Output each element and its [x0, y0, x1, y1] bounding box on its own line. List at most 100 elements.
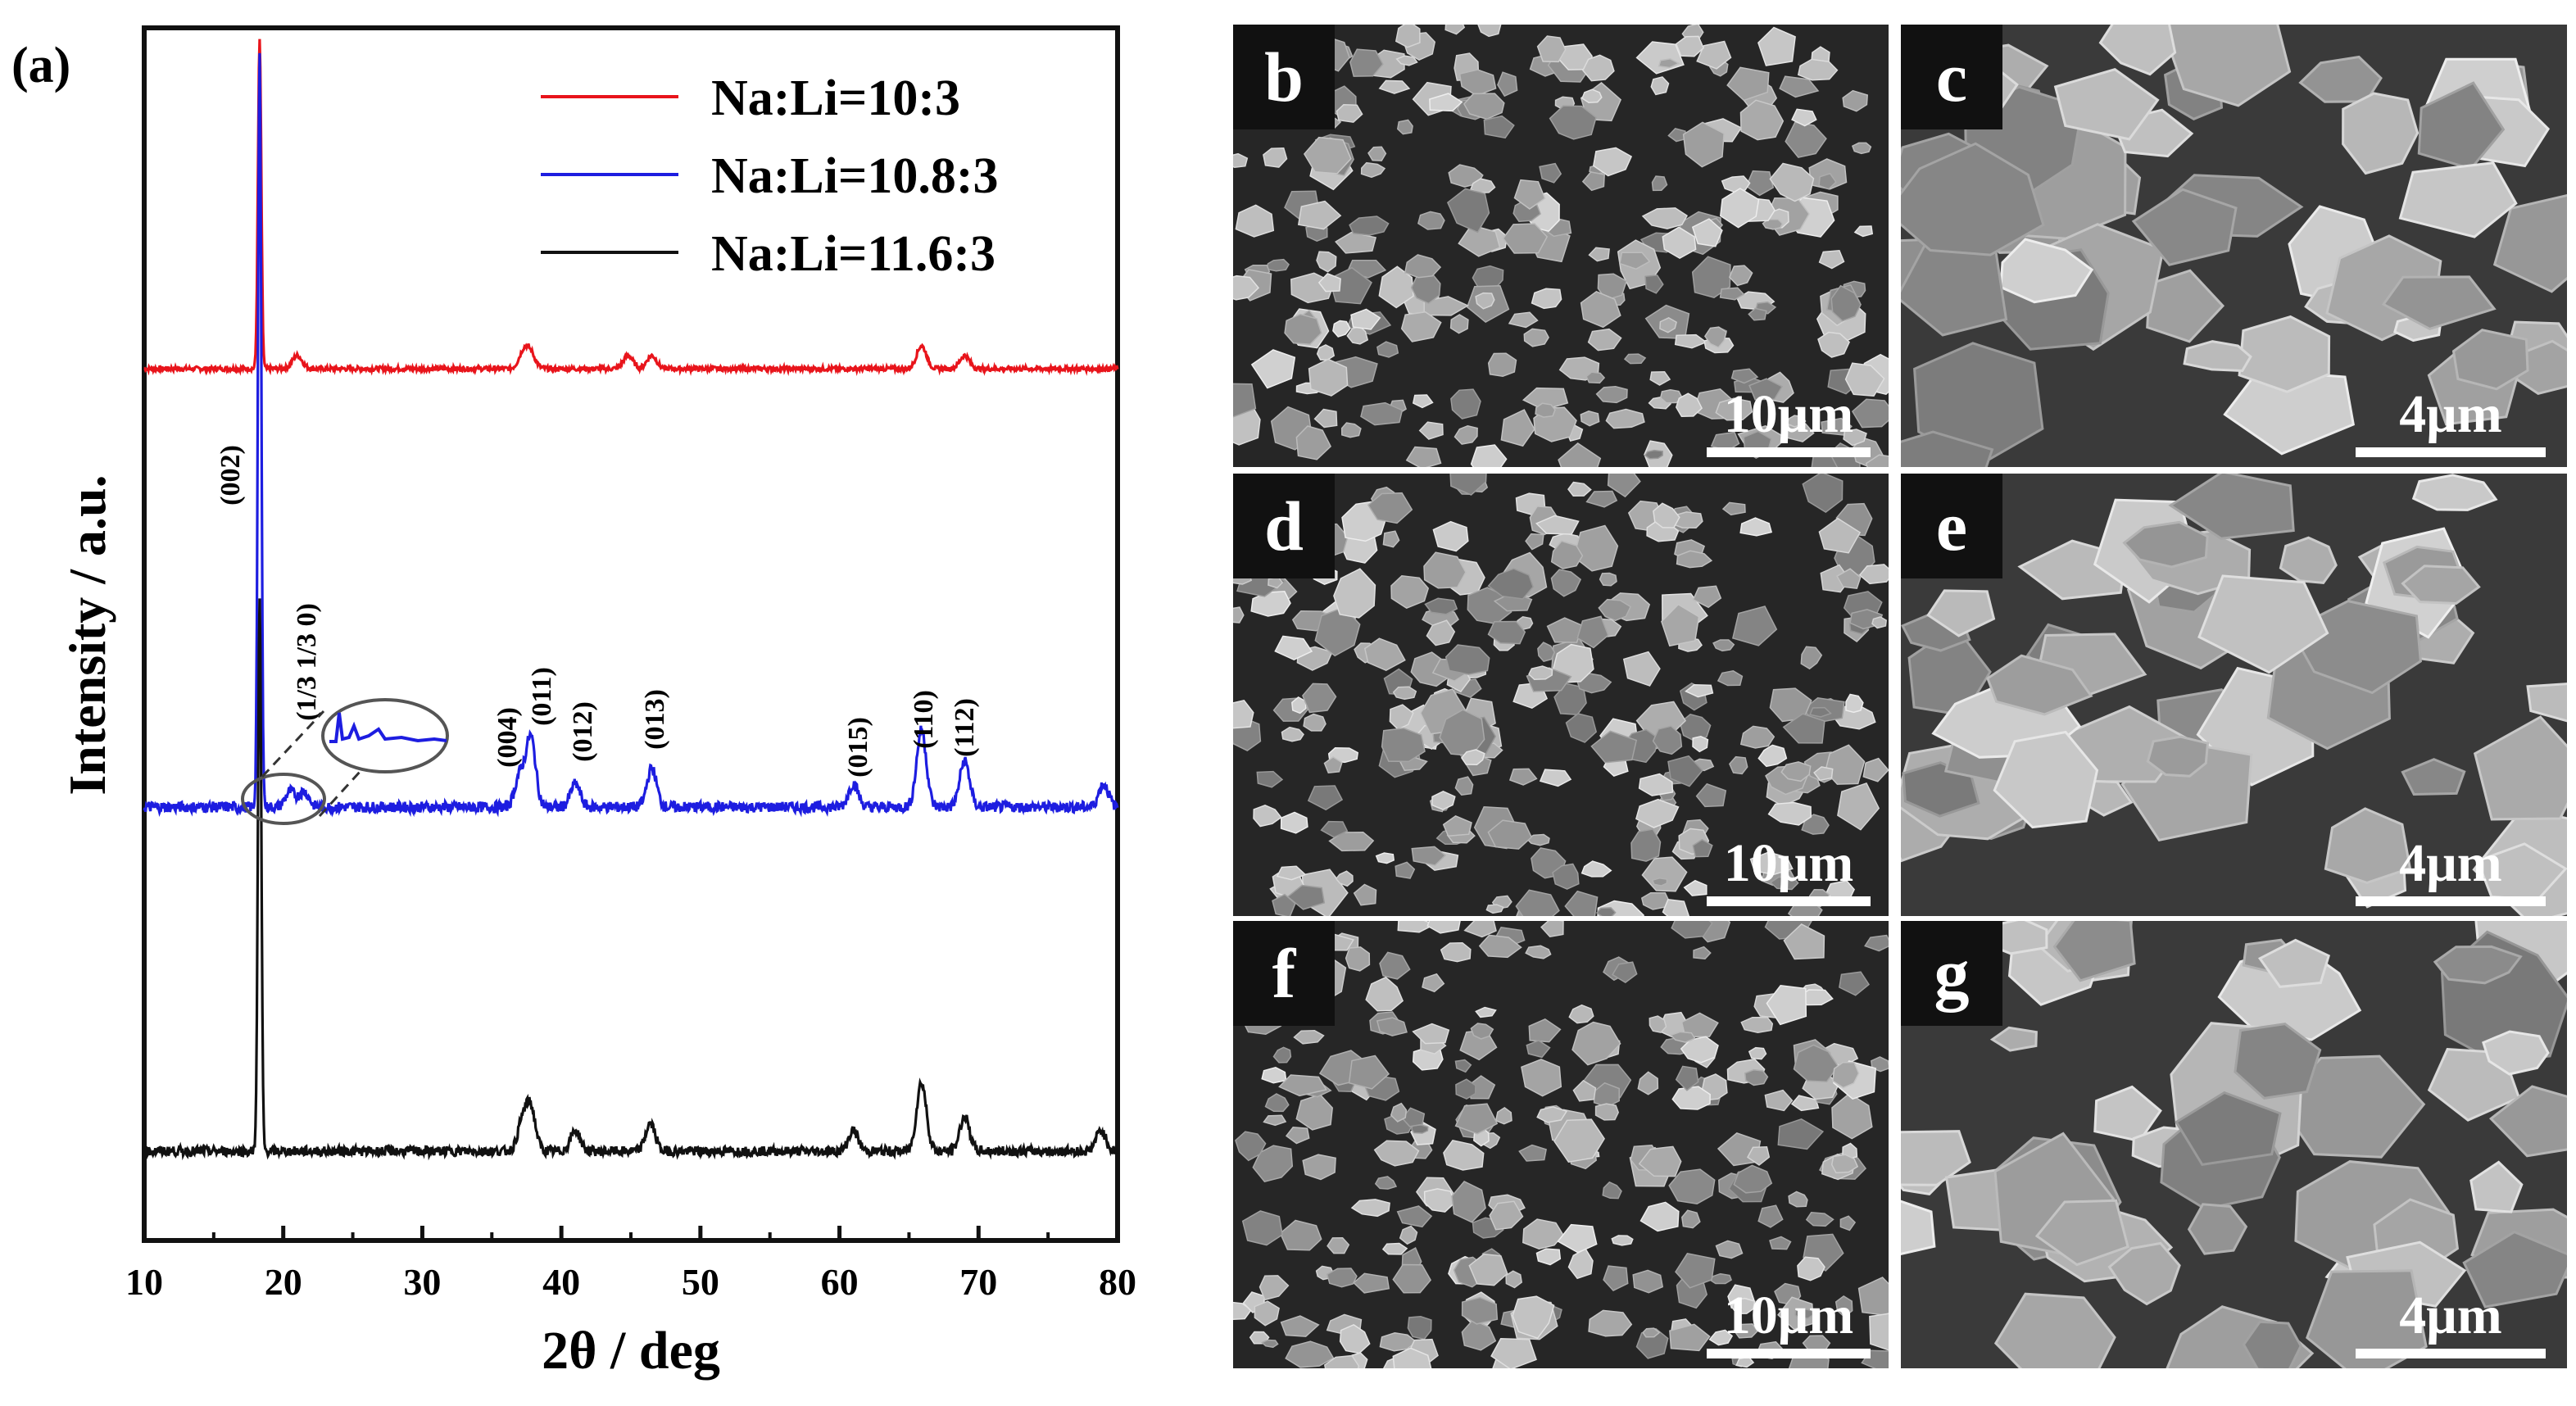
- sem-particle: [2417, 81, 2506, 170]
- sem-particle: [2234, 1023, 2322, 1100]
- sem-particle: [1440, 942, 1472, 963]
- sem-particle: [1463, 93, 1505, 120]
- sem-particle: [1644, 274, 1664, 294]
- sem-particle: [1748, 1046, 1767, 1060]
- sem-particle: [1323, 1354, 1360, 1368]
- sem-particle: [1446, 188, 1490, 234]
- sem-particle: [1585, 371, 1606, 384]
- sem-particle: [1667, 755, 1703, 787]
- sem-particle: [1659, 389, 1683, 404]
- sem-particle: [1450, 388, 1481, 420]
- sem-particle: [1769, 876, 1799, 891]
- sem-particle: [2034, 1199, 2129, 1267]
- sem-particle: [1717, 670, 1744, 687]
- sem-particle: [1353, 1272, 1390, 1294]
- sem-particle: [1470, 444, 1508, 467]
- sem-particle: [1612, 961, 1638, 984]
- panel-label-d: d: [1233, 474, 1335, 578]
- sem-particle: [1263, 1114, 1287, 1127]
- peak-annotations: (002) (1/3 1/3 0) (004)(011) (012) (013) (015…: [215, 445, 980, 778]
- sem-particle: [1265, 258, 1290, 272]
- sem-particle: [1537, 642, 1556, 663]
- sem-particle: [1256, 770, 1284, 788]
- sem-particle: [1635, 798, 1680, 828]
- sem-micrograph-b: [1233, 25, 1889, 467]
- sem-particle: [1858, 564, 1889, 585]
- sem-particle: [2381, 275, 2497, 331]
- sem-particle: [1539, 769, 1572, 787]
- sem-particle: [2526, 683, 2567, 723]
- panel-label-a: (a): [11, 38, 70, 93]
- sem-particle: [1843, 429, 1867, 447]
- sem-particle: [1390, 1102, 1408, 1123]
- sem-particle: [1740, 1016, 1774, 1033]
- scale-bar: 10μm: [1707, 832, 1871, 906]
- sem-particle: [1261, 1339, 1279, 1349]
- sem-micrograph-c: [1901, 25, 2567, 467]
- scale-bar-label: 10μm: [1723, 384, 1854, 444]
- sem-particle: [1378, 79, 1411, 94]
- sem-particle: [1721, 501, 1746, 516]
- sem-particle: [1739, 725, 1776, 749]
- scale-bar-label: 10μm: [1723, 833, 1854, 893]
- sem-particle: [1378, 265, 1414, 309]
- sem-particle: [1675, 1252, 1716, 1289]
- sem-particle: [2482, 1030, 2550, 1076]
- sem-particle: [1233, 152, 1249, 168]
- sem-particle: [2197, 574, 2329, 674]
- legend-label: Na:Li=10.8:3: [711, 148, 998, 204]
- sem-particle: [1508, 311, 1539, 329]
- sem-particle: [1360, 161, 1386, 179]
- sem-particle: [1568, 1004, 1594, 1024]
- sem-particle: [1549, 105, 1597, 140]
- sem-particle: [1379, 951, 1411, 980]
- sem-particle: [1767, 801, 1812, 826]
- sem-particle: [1382, 530, 1400, 548]
- sem-particle: [1669, 1031, 1696, 1043]
- sem-particle: [1339, 1324, 1371, 1354]
- sem-particle: [1639, 1201, 1680, 1232]
- sem-particle: [2093, 1085, 2162, 1143]
- sem-particle: [2401, 758, 2466, 796]
- sem-particle: [1333, 568, 1376, 619]
- sem-particle: [1558, 442, 1602, 467]
- sem-particle: [1675, 35, 1705, 57]
- sem-particle: [1611, 1235, 1634, 1246]
- legend-label: Na:Li=11.6:3: [711, 226, 995, 282]
- sem-particle: [1350, 1199, 1390, 1218]
- sem-particle: [1901, 1130, 1971, 1186]
- sem-micrograph-d: [1233, 474, 1889, 916]
- sem-particle: [1748, 307, 1767, 321]
- sem-particle: [1264, 1093, 1290, 1113]
- sem-particle: [1253, 804, 1282, 828]
- sem-particle: [1669, 1323, 1711, 1352]
- sem-particle: [1864, 934, 1889, 952]
- sem-particle: [1667, 127, 1686, 143]
- sem-particle: [1528, 1018, 1562, 1043]
- sem-particle: [1605, 408, 1645, 429]
- sem-particle: [1632, 1269, 1664, 1294]
- sem-particle: [1345, 946, 1371, 972]
- sem-particle: [1285, 1127, 1310, 1145]
- sem-particle: [1993, 1292, 2116, 1368]
- sem-particle: [2098, 25, 2177, 76]
- sem-particle: [1593, 1082, 1620, 1109]
- sem-image-grid: b 10μm c 4μm d 10μm e 4μm f 10μm g 4μm: [1233, 25, 2567, 1368]
- sem-particle: [1553, 1118, 1605, 1163]
- sem-particle: [1805, 1212, 1834, 1227]
- sem-particle: [1926, 589, 1996, 637]
- sem-particle: [1817, 331, 1851, 358]
- sem-particle: [1396, 1205, 1433, 1228]
- sem-particle: [1423, 1188, 1456, 1213]
- sem-particle: [1374, 1176, 1398, 1190]
- sem-particle: [1458, 69, 1497, 97]
- legend: Na:Li=10:3 Na:Li=10.8:3 Na:Li=11.6:3: [541, 70, 998, 282]
- sem-particle: [1730, 368, 1759, 384]
- sem-particle: [1395, 861, 1416, 879]
- sem-particle: [1423, 551, 1467, 589]
- series-line-2: [143, 52, 1119, 818]
- sem-particle: [2411, 474, 2498, 511]
- sem-particle: [1523, 328, 1549, 347]
- sem-particle: [1832, 1061, 1860, 1089]
- sem-particle: [1989, 1026, 2038, 1052]
